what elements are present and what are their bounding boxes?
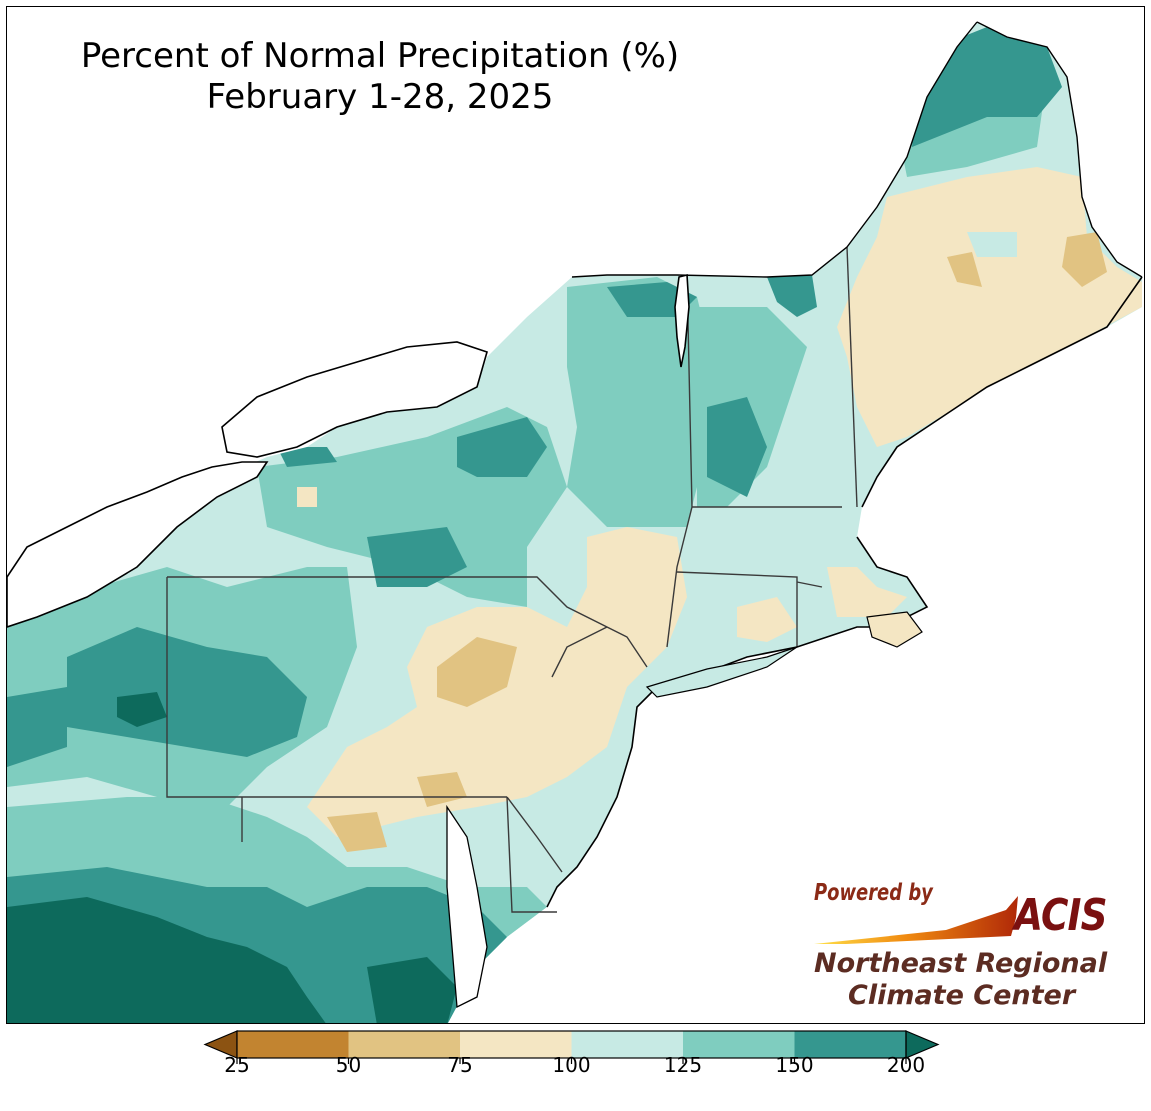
cape-cod — [866, 611, 923, 648]
colorbar-tick-label: 25 — [224, 1053, 250, 1077]
colorbar-tick-label: 150 — [775, 1053, 814, 1077]
canada-border — [571, 21, 978, 278]
colorbar-tick-label: 100 — [552, 1053, 591, 1077]
title-line-2: February 1-28, 2025 — [206, 77, 554, 117]
chesapeake-bay — [446, 804, 488, 1009]
maine-border — [976, 21, 1143, 278]
acis-swoosh-icon — [814, 896, 1018, 944]
state-boundaries — [166, 246, 858, 913]
colorbar-bin-25-50 — [237, 1031, 349, 1058]
map-title: Percent of Normal Precipitation (%) Febr… — [30, 36, 730, 118]
org-name-line-2: Climate Center — [848, 980, 1076, 1011]
precipitation-map — [7, 21, 1143, 1023]
colorbar-bin-150-200 — [794, 1031, 906, 1058]
nrcc-logo: Powered by ACIS Northeast Regional Clima… — [806, 880, 1136, 1011]
colorbar-tick-label: 50 — [335, 1053, 362, 1077]
powered-by-label: Powered by — [814, 880, 933, 906]
acis-logo-text: ACIS — [1014, 890, 1108, 941]
colorbar-tick-label: 125 — [663, 1053, 703, 1077]
org-name-line-1: Northeast Regional — [814, 948, 1108, 979]
colorbar-bin-100-125 — [571, 1031, 683, 1058]
colorbar-tick-label: 200 — [886, 1053, 926, 1077]
colorbar-bin-125-150 — [683, 1031, 795, 1058]
title-line-1: Percent of Normal Precipitation (%) — [80, 36, 680, 76]
great-lakes — [7, 273, 690, 628]
colorbar-bin-75-100 — [460, 1031, 572, 1058]
long-island — [645, 646, 798, 698]
map-frame — [6, 6, 1145, 1024]
colorbar-tick-label: 75 — [447, 1053, 473, 1077]
colorbar-bin-50-75 — [348, 1031, 460, 1058]
maine-coast — [861, 276, 1143, 508]
legend-colorbar — [203, 1030, 940, 1064]
